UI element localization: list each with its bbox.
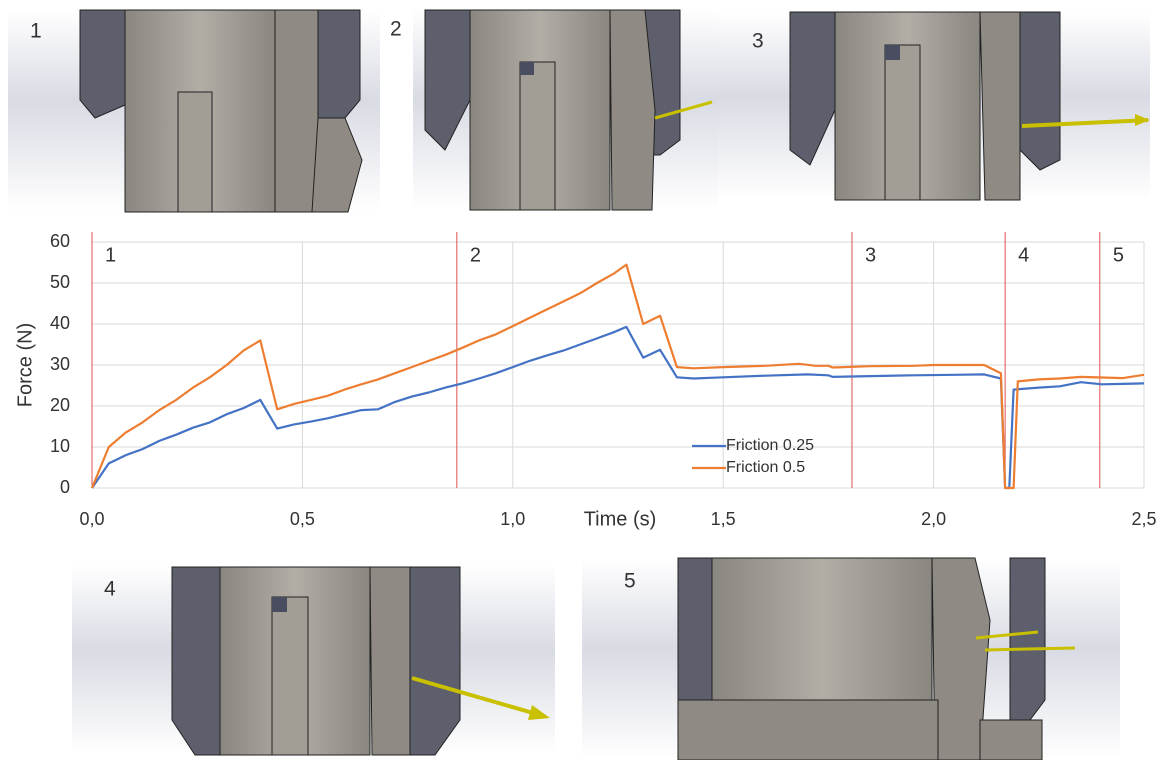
x-tick-label: 0,0 — [79, 509, 104, 529]
x-tick-label: 0,5 — [290, 509, 315, 529]
cad-image — [718, 12, 1150, 200]
phase-label: 1 — [105, 244, 116, 266]
x-tick-label: 1,0 — [500, 509, 525, 529]
cad-image — [413, 8, 718, 210]
cad-image — [8, 10, 380, 212]
y-tick-label: 30 — [50, 354, 70, 374]
phase-label: 5 — [1113, 244, 1124, 266]
x-tick-label: 1,5 — [711, 509, 736, 529]
phase-label: 2 — [470, 244, 481, 266]
y-tick-label: 60 — [50, 231, 70, 251]
axis-title: Time (s) — [584, 508, 657, 530]
panel-label: 1 — [30, 20, 42, 43]
panel-label: 5 — [624, 570, 636, 593]
panel-label: 3 — [752, 30, 764, 53]
y-tick-label: 0 — [60, 477, 70, 497]
figure: 1 2 3 4 5 0 10 20 30 40 50 60 0,0 0,5 1,0 1,5 2,0 2,5 Tim… — [0, 0, 1172, 760]
series-line — [92, 265, 1144, 488]
chart: 0 10 20 30 40 50 60 0,0 0,5 1,0 1,5 2,0 2,5 Time (s) F… — [14, 231, 1156, 531]
legend-label: Friction 0.5 — [726, 459, 805, 476]
panel-label: 4 — [104, 578, 116, 601]
series-line — [92, 327, 1144, 488]
x-tick-label: 2,5 — [1131, 509, 1156, 529]
y-tick-label: 10 — [50, 436, 70, 456]
y-tick-label: 40 — [50, 313, 70, 333]
y-tick-label: 50 — [50, 272, 70, 292]
cad-image — [582, 558, 1120, 760]
cad-image — [72, 565, 555, 755]
phase-label: 3 — [865, 244, 876, 266]
y-tick-label: 20 — [50, 395, 70, 415]
x-tick-label: 2,0 — [921, 509, 946, 529]
phase-label: 4 — [1018, 244, 1029, 266]
axis-title: Force (N) — [14, 323, 36, 407]
panel-label: 2 — [390, 18, 402, 41]
legend-label: Friction 0.25 — [726, 437, 814, 454]
